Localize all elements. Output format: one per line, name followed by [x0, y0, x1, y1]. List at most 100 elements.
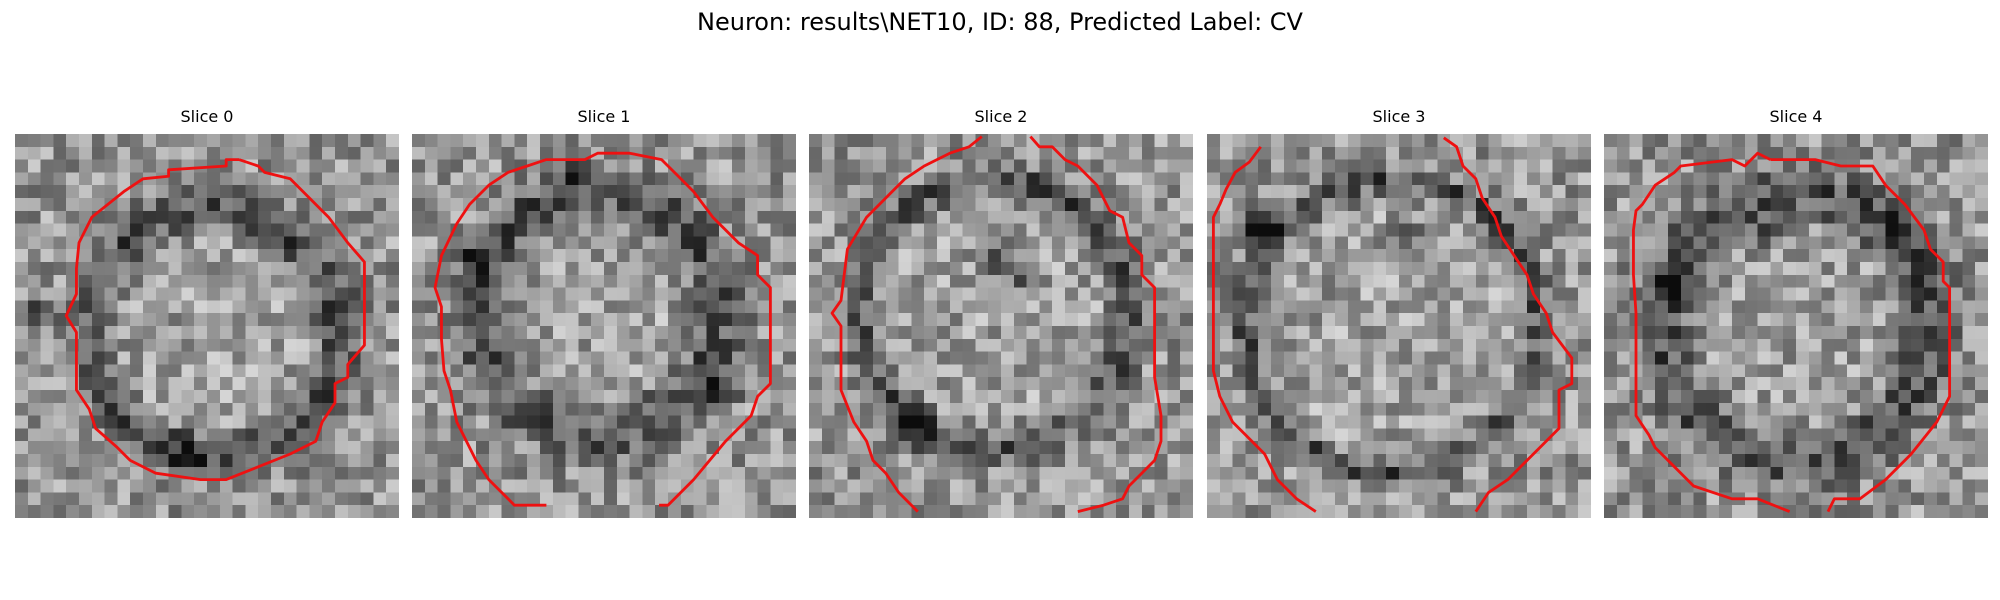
image-pixel	[1693, 390, 1707, 404]
image-pixel	[1296, 172, 1310, 186]
image-pixel	[1885, 262, 1899, 276]
image-pixel	[1936, 454, 1950, 468]
image-pixel	[155, 338, 169, 352]
image-pixel	[911, 390, 925, 404]
image-pixel	[258, 338, 272, 352]
image-pixel	[360, 223, 374, 237]
image-pixel	[680, 505, 694, 518]
image-pixel	[463, 172, 477, 186]
image-pixel	[629, 466, 643, 480]
image-pixel	[1604, 402, 1618, 416]
image-pixel	[962, 338, 976, 352]
image-pixel	[245, 402, 259, 416]
image-pixel	[924, 300, 938, 314]
image-pixel	[1399, 326, 1413, 340]
image-pixel	[809, 479, 823, 493]
image-pixel	[911, 415, 925, 429]
image-pixel	[1885, 428, 1899, 442]
image-pixel	[1565, 338, 1579, 352]
image-pixel	[1141, 134, 1155, 148]
image-pixel	[1386, 505, 1400, 518]
image-pixel	[322, 364, 336, 378]
image-pixel	[1552, 210, 1566, 224]
image-pixel	[1770, 236, 1784, 250]
image-pixel	[1090, 479, 1104, 493]
image-pixel	[1527, 415, 1541, 429]
image-pixel	[66, 415, 80, 429]
image-pixel	[565, 159, 579, 173]
image-pixel	[79, 236, 93, 250]
image-pixel	[1283, 466, 1297, 480]
image-pixel	[104, 415, 118, 429]
image-pixel	[437, 441, 451, 455]
image-pixel	[1949, 146, 1963, 160]
image-pixel	[732, 172, 746, 186]
image-pixel	[143, 274, 157, 288]
image-pixel	[1808, 223, 1822, 237]
image-pixel	[1924, 326, 1938, 340]
image-pixel	[232, 185, 246, 199]
image-pixel	[360, 428, 374, 442]
image-pixel	[1885, 364, 1899, 378]
image-pixel	[821, 159, 835, 173]
image-pixel	[1463, 198, 1477, 212]
image-pixel	[40, 274, 54, 288]
image-pixel	[296, 492, 310, 506]
image-pixel	[168, 300, 182, 314]
image-pixel	[591, 466, 605, 480]
image-pixel	[335, 390, 349, 404]
image-pixel	[424, 377, 438, 391]
image-pixel	[1962, 210, 1976, 224]
image-pixel	[1232, 377, 1246, 391]
image-pixel	[1283, 172, 1297, 186]
image-pixel	[668, 364, 682, 378]
image-pixel	[245, 390, 259, 404]
image-pixel	[424, 262, 438, 276]
slice-title: Slice 2	[974, 107, 1028, 126]
image-pixel	[53, 262, 67, 276]
image-pixel	[1770, 198, 1784, 212]
image-pixel	[1129, 377, 1143, 391]
image-pixel	[847, 466, 861, 480]
image-pixel	[873, 287, 887, 301]
image-pixel	[898, 210, 912, 224]
image-pixel	[1090, 415, 1104, 429]
image-pixel	[373, 262, 387, 276]
image-pixel	[1116, 338, 1130, 352]
image-pixel	[501, 402, 515, 416]
image-pixel	[1322, 454, 1336, 468]
image-pixel	[885, 505, 899, 518]
image-pixel	[1399, 338, 1413, 352]
image-pixel	[783, 159, 796, 173]
image-pixel	[1271, 466, 1285, 480]
image-pixel	[1821, 415, 1835, 429]
image-pixel	[168, 492, 182, 506]
image-pixel	[1322, 351, 1336, 365]
image-pixel	[1732, 402, 1746, 416]
image-pixel	[66, 134, 80, 148]
image-pixel	[565, 287, 579, 301]
image-pixel	[1437, 159, 1451, 173]
image-pixel	[1732, 172, 1746, 186]
image-pixel	[962, 146, 976, 160]
image-pixel	[1604, 159, 1618, 173]
image-pixel	[1167, 249, 1181, 263]
image-pixel	[1001, 505, 1015, 518]
image-pixel	[706, 159, 720, 173]
image-pixel	[412, 377, 426, 391]
image-pixel	[1770, 262, 1784, 276]
image-pixel	[450, 454, 464, 468]
image-pixel	[949, 262, 963, 276]
image-pixel	[1629, 146, 1643, 160]
image-pixel	[885, 313, 899, 327]
image-pixel	[1834, 466, 1848, 480]
image-pixel	[552, 134, 566, 148]
image-pixel	[988, 313, 1002, 327]
image-pixel	[1039, 428, 1053, 442]
image-pixel	[1424, 134, 1438, 148]
image-pixel	[1514, 172, 1528, 186]
image-pixel	[744, 441, 758, 455]
image-pixel	[1437, 172, 1451, 186]
image-pixel	[1013, 236, 1027, 250]
image-pixel	[1783, 402, 1797, 416]
